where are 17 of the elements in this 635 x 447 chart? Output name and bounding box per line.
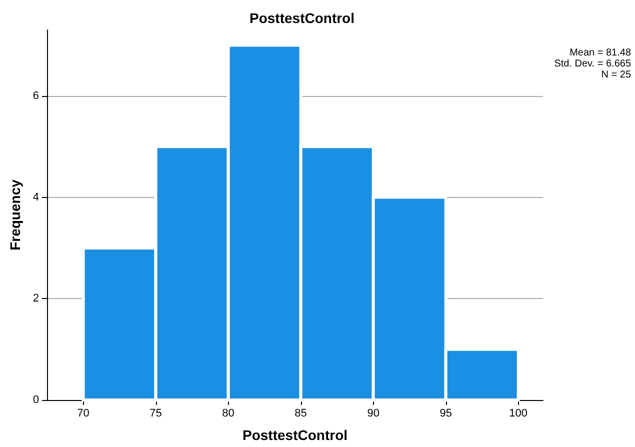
x-tick-label: 85 [294, 408, 307, 420]
x-tick-label: 75 [150, 408, 162, 420]
text: N = 25 [601, 70, 632, 80]
chart-title: PosttestControl [250, 10, 354, 26]
y-axis-title: Frequency [7, 179, 23, 250]
y-tick-label: 2 [32, 292, 40, 305]
x-tick-label: 95 [440, 408, 452, 420]
x-tick-label: 100 [509, 408, 528, 420]
y-tick-label: 6 [32, 90, 40, 102]
x-tick-label: 70 [77, 408, 90, 420]
y-tick-label: 0 [32, 394, 40, 406]
x-tick-label: 80 [222, 408, 234, 420]
y-tick-label: 4 [32, 191, 40, 204]
x-tick-label: 90 [367, 408, 380, 420]
x-axis-title: PosttestControl [242, 427, 348, 443]
text: Mean = 81.48 [570, 48, 632, 58]
text: Std. Dev. = 6.665 [554, 58, 632, 70]
